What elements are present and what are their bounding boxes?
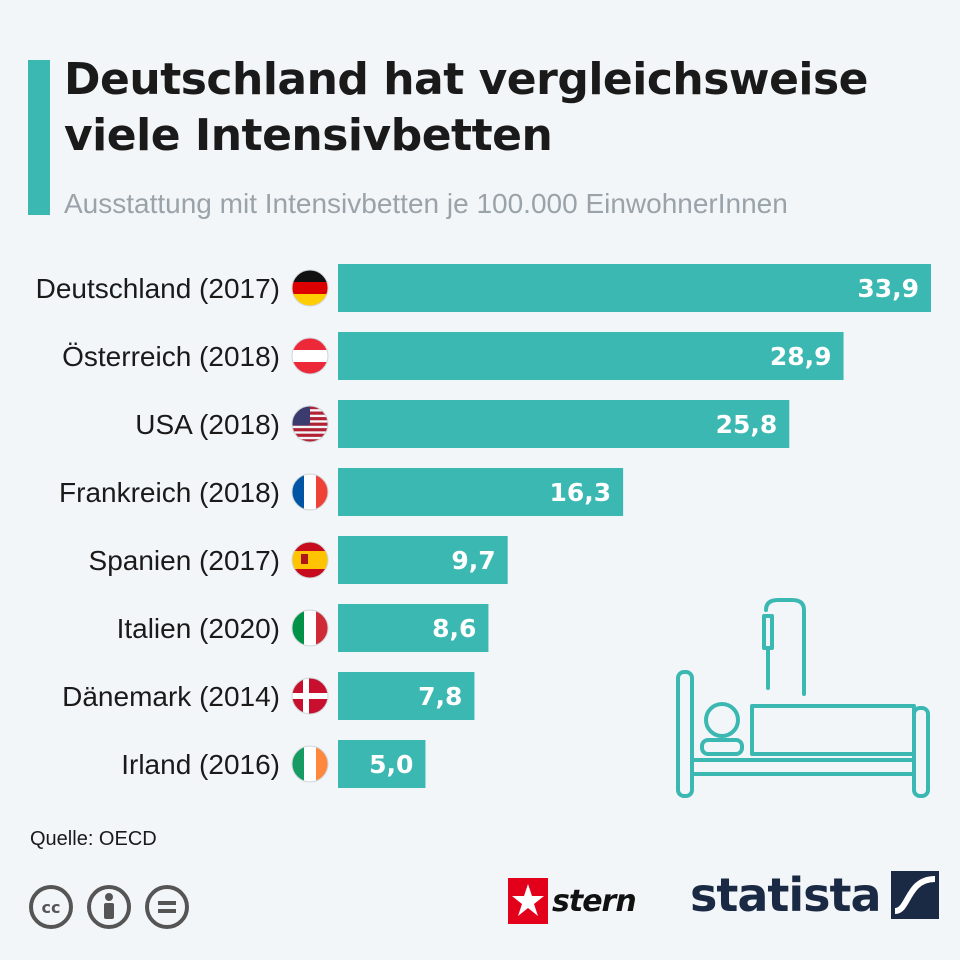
category-label: Italien (2020) <box>117 613 280 644</box>
statista-wordmark: statista <box>690 868 882 922</box>
bar <box>338 264 931 312</box>
stern-wordmark: stern <box>552 883 637 919</box>
stern-star-icon <box>508 878 548 924</box>
svg-text:cc: cc <box>42 898 61 917</box>
value-label: 8,6 <box>432 614 476 643</box>
category-label: Frankreich (2018) <box>59 477 280 508</box>
bar-row: Österreich (2018) 28,9 <box>62 332 844 380</box>
bar-row: Spanien (2017) 9,7 <box>89 536 508 584</box>
bar <box>338 400 790 448</box>
value-label: 25,8 <box>716 410 778 439</box>
bar-row: Frankreich (2018) 16,3 <box>59 468 624 516</box>
value-label: 33,9 <box>857 274 919 303</box>
statista-logo: statista <box>690 868 939 922</box>
title-accent-bar <box>28 60 50 215</box>
italy-flag-icon <box>291 609 329 647</box>
bar-row: Deutschland (2017) 33,9 <box>36 264 931 312</box>
bar-row: Irland (2016) 5,0 <box>121 740 426 788</box>
value-label: 28,9 <box>770 342 832 371</box>
value-label: 9,7 <box>451 546 495 575</box>
statista-logo-icon <box>890 871 939 919</box>
austria-flag-icon <box>291 337 329 375</box>
cc-icon[interactable]: cc <box>28 884 74 930</box>
bar <box>338 332 844 380</box>
chart-title: Deutschland hat vergleichsweise viele In… <box>64 54 869 161</box>
bar-row: USA (2018) 25,8 <box>135 400 790 448</box>
spain-flag-icon <box>291 541 329 579</box>
chart-subtitle: Ausstattung mit Intensivbetten je 100.00… <box>64 188 788 219</box>
category-label: Deutschland (2017) <box>36 273 280 304</box>
value-label: 16,3 <box>549 478 611 507</box>
value-label: 5,0 <box>369 750 413 779</box>
attribution-icon[interactable] <box>86 884 132 930</box>
hospital-bed-icon <box>676 598 930 798</box>
bar <box>338 468 624 516</box>
france-flag-icon <box>291 473 329 511</box>
category-label: Spanien (2017) <box>89 545 280 576</box>
bar <box>338 740 426 788</box>
category-label: Österreich (2018) <box>62 341 280 372</box>
bar <box>338 604 489 652</box>
usa-flag-icon <box>291 405 329 443</box>
stern-logo: stern <box>508 878 637 924</box>
category-label: Irland (2016) <box>121 749 280 780</box>
germany-flag-icon <box>291 269 329 307</box>
bar-row: Dänemark (2014) 7,8 <box>62 672 475 720</box>
license-icons: cc <box>28 884 190 930</box>
category-label: USA (2018) <box>135 409 280 440</box>
value-label: 7,8 <box>418 682 462 711</box>
bar-row: Italien (2020) 8,6 <box>117 604 489 652</box>
bar-chart: Deutschland (2017) 33,9 Österreich (2018) 2… <box>36 264 931 788</box>
bar <box>338 672 475 720</box>
bar <box>338 536 508 584</box>
no-derivatives-icon[interactable] <box>144 884 190 930</box>
denmark-flag-icon <box>291 677 329 715</box>
ireland-flag-icon <box>291 745 329 783</box>
category-label: Dänemark (2014) <box>62 681 280 712</box>
source-note: Quelle: OECD <box>30 828 157 850</box>
